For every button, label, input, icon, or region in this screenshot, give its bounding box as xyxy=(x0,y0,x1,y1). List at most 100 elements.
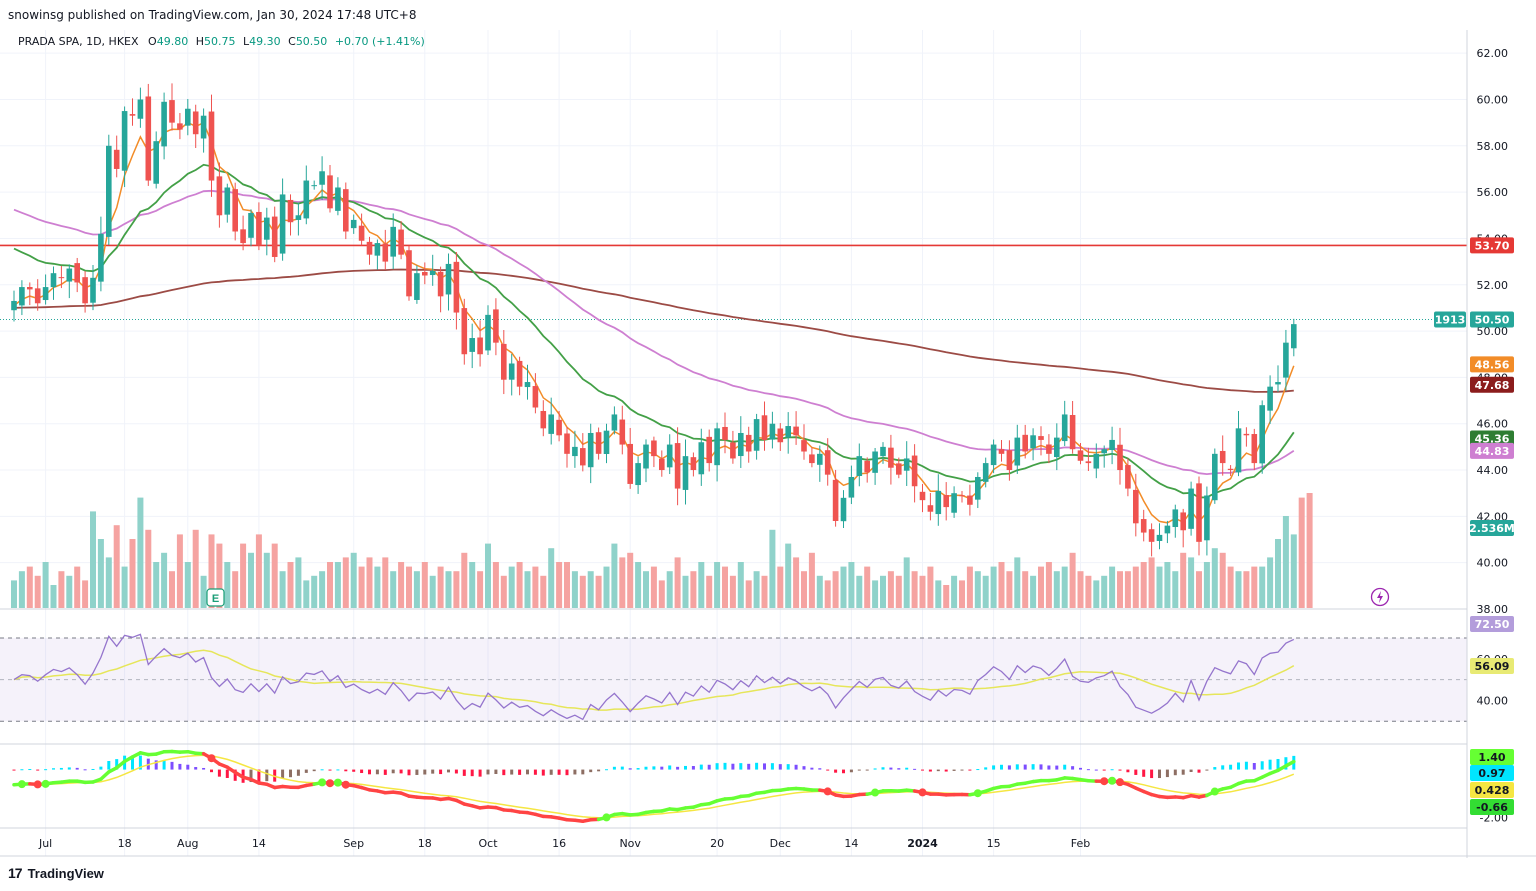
macd-histogram-bar xyxy=(423,769,427,775)
candle xyxy=(1093,443,1100,479)
ema-mid-tag-bg xyxy=(1470,430,1514,447)
macd-histogram-bar xyxy=(1260,761,1264,770)
ema-long-tag: 47.68 xyxy=(1470,376,1514,393)
candle-body xyxy=(185,108,191,126)
macd-histogram-bar xyxy=(1023,764,1027,770)
candle-body xyxy=(1235,428,1242,473)
macd-histogram-bar xyxy=(67,767,71,770)
candle xyxy=(129,98,136,126)
candle xyxy=(809,447,815,468)
macd-line-segment xyxy=(99,770,111,781)
price-axis-label: 44.00 xyxy=(1477,464,1509,477)
volume-bar xyxy=(1164,562,1171,608)
candle-body xyxy=(674,443,681,489)
macd-cross-dot xyxy=(1116,778,1124,787)
candle-body xyxy=(129,114,136,116)
candle-body xyxy=(98,233,104,282)
candle xyxy=(627,427,633,489)
candle-body xyxy=(580,448,586,466)
macd-histogram-bar xyxy=(454,769,458,774)
candle xyxy=(951,486,957,518)
macd-histogram-bar xyxy=(368,769,371,775)
rsi-ma-line xyxy=(13,649,1295,711)
candle-body xyxy=(1030,435,1036,449)
volume-bar xyxy=(429,575,436,608)
resistance-tag: 53.70 xyxy=(1470,237,1514,254)
candle xyxy=(1204,486,1210,556)
macd-histogram-bar xyxy=(913,768,917,770)
macd-histogram-bar xyxy=(154,760,158,770)
macd-histogram-bar xyxy=(336,769,340,771)
macd-histogram-bar xyxy=(960,769,964,771)
histogram-tag: 0.97 xyxy=(1470,765,1514,781)
price-axis-label: 38.00 xyxy=(1477,603,1509,616)
candle-body xyxy=(27,287,33,290)
macd-histogram-bar xyxy=(202,767,206,770)
volume-bar xyxy=(556,562,563,608)
time-axis-label: Sep xyxy=(343,837,364,850)
ema-long-line xyxy=(13,268,1294,393)
candle-body xyxy=(121,111,128,171)
volume-bar xyxy=(1014,557,1021,608)
volume-bar xyxy=(1275,539,1281,608)
macd-histogram-bar xyxy=(1102,769,1106,771)
macd-histogram-bar xyxy=(1197,769,1201,773)
candle-body xyxy=(1212,453,1218,501)
time-axis-label: 15 xyxy=(987,837,1001,850)
macd-histogram-bar xyxy=(541,769,545,776)
candle xyxy=(295,202,302,236)
candle-body xyxy=(501,343,507,380)
volume-bar xyxy=(658,580,665,608)
candle xyxy=(548,397,554,445)
candle xyxy=(722,412,728,454)
tradingview-brand[interactable]: 17 TradingView xyxy=(8,865,104,881)
volume-bar xyxy=(635,562,642,608)
volume-bar xyxy=(769,529,776,608)
candle-body xyxy=(880,446,886,457)
macd-histogram-bar xyxy=(99,766,103,770)
volume-bar xyxy=(327,562,333,608)
volume-bar xyxy=(761,575,768,608)
candle xyxy=(572,430,578,468)
macd-histogram-bar xyxy=(778,764,782,770)
candle xyxy=(1227,465,1234,477)
macd-histogram-bar xyxy=(1268,759,1272,770)
candle xyxy=(666,434,673,475)
candle-body xyxy=(832,479,839,521)
histogram-tag-bg xyxy=(1470,765,1514,781)
macd-histogram-bar xyxy=(1000,764,1003,770)
volume-bar xyxy=(856,575,863,608)
candle xyxy=(1061,400,1068,446)
candle-body xyxy=(358,225,365,241)
candle xyxy=(745,426,752,463)
candle xyxy=(287,194,294,236)
histogram-tag-text: 0.97 xyxy=(1478,767,1505,780)
volume-bar xyxy=(564,562,570,608)
macd-histogram-bar xyxy=(770,763,774,770)
macd-histogram-bar xyxy=(1007,765,1011,770)
macd-histogram-bar xyxy=(217,769,221,777)
candle xyxy=(793,411,799,445)
last-price-tag-text: 50.50 xyxy=(1475,314,1510,327)
volume-bar xyxy=(34,575,41,608)
candle-body xyxy=(911,455,918,487)
low-label: L xyxy=(242,35,250,48)
macd-histogram-bar xyxy=(1150,769,1154,779)
volume-bar xyxy=(548,548,555,608)
candle-body xyxy=(1061,414,1068,442)
candle xyxy=(682,439,689,505)
macd-tag: 1.40 xyxy=(1470,749,1514,765)
candle-body xyxy=(240,229,246,244)
volume-bar xyxy=(627,552,634,608)
candle-body xyxy=(722,426,728,440)
macd-histogram-bar xyxy=(605,769,608,771)
candle-body xyxy=(279,194,286,254)
candle xyxy=(611,406,618,435)
volume-bar xyxy=(903,557,910,608)
resistance-tag-bg xyxy=(1470,237,1514,254)
candle xyxy=(106,134,112,245)
volume-bar xyxy=(1148,557,1155,608)
candle xyxy=(1077,442,1084,465)
volume-tag-bg xyxy=(1470,520,1514,536)
